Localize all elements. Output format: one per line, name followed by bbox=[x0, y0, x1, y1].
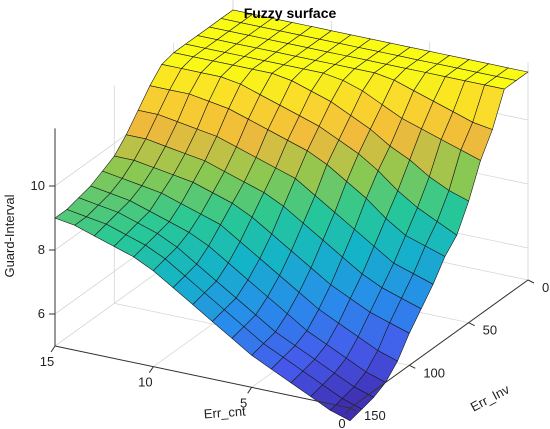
y-axis-label: Err_Inv bbox=[468, 381, 512, 414]
z-tick-label: 10 bbox=[31, 178, 45, 193]
chart-title: Fuzzy surface bbox=[244, 5, 337, 21]
surface-mesh bbox=[54, 9, 529, 422]
y-tick-label: 50 bbox=[483, 323, 497, 338]
y-tick-label: 0 bbox=[542, 280, 549, 295]
x-tick-mark bbox=[50, 345, 56, 353]
y-tick-label: 100 bbox=[423, 365, 445, 380]
x-tick-mark bbox=[247, 387, 253, 394]
x-tick-label: 15 bbox=[40, 354, 54, 369]
x-tick-label: 10 bbox=[138, 375, 152, 390]
y-tick-mark bbox=[468, 322, 475, 327]
y-tick-mark bbox=[527, 279, 535, 284]
x-tick-label: 5 bbox=[240, 395, 247, 410]
z-axis-label: Guard-Interval bbox=[2, 194, 17, 277]
z-tick-label: 8 bbox=[38, 242, 45, 257]
x-axis-line bbox=[54, 345, 351, 409]
y-tick-mark bbox=[349, 407, 357, 412]
x-tick-mark bbox=[148, 366, 154, 373]
surface-patch bbox=[329, 398, 363, 422]
y-tick-label: 150 bbox=[364, 408, 386, 423]
y-tick-mark bbox=[409, 364, 416, 369]
x-tick-label: 0 bbox=[338, 416, 345, 429]
x-axis-label: Err_cnt bbox=[203, 404, 246, 422]
y-axis-line bbox=[349, 279, 529, 409]
z-tick-label: 6 bbox=[38, 306, 45, 321]
x-tick-mark bbox=[345, 407, 351, 415]
